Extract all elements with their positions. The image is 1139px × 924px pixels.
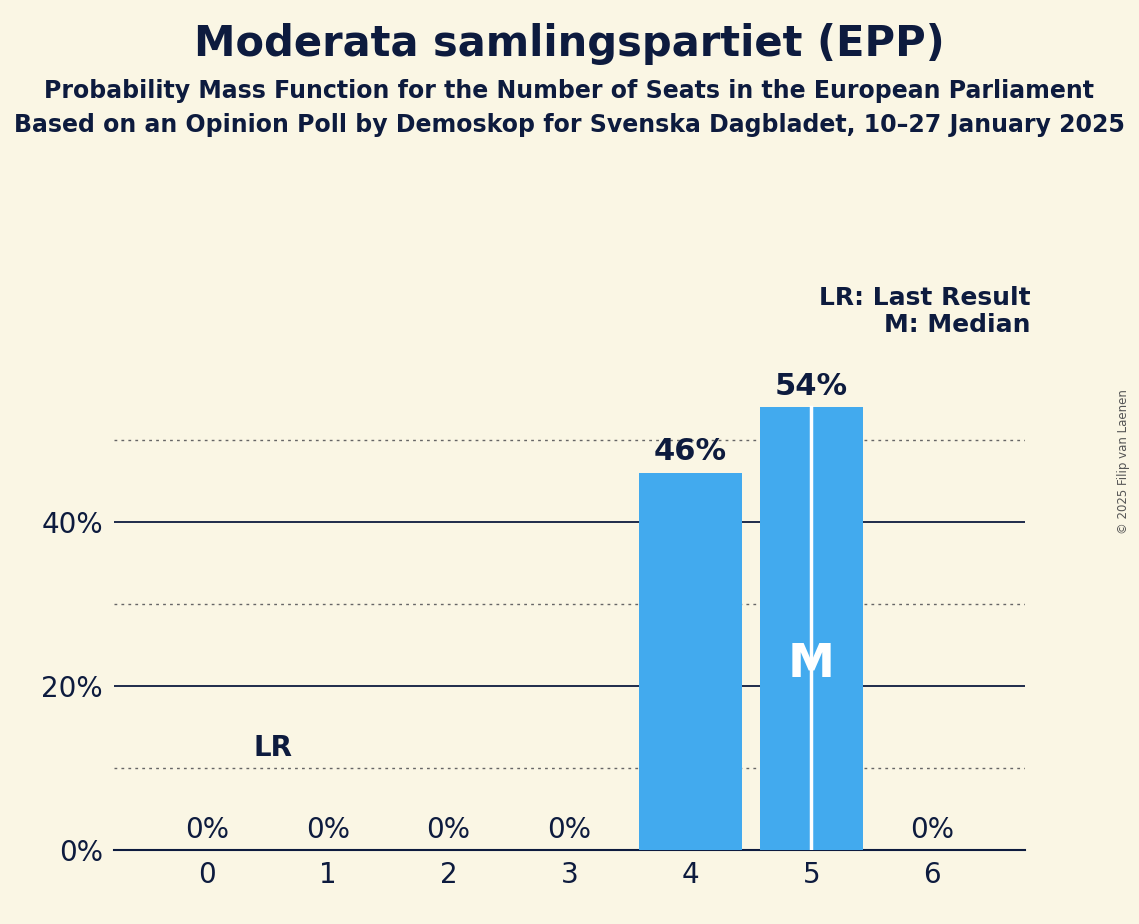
Text: 54%: 54% xyxy=(775,371,847,401)
Text: Moderata samlingspartiet (EPP): Moderata samlingspartiet (EPP) xyxy=(194,23,945,65)
Text: Probability Mass Function for the Number of Seats in the European Parliament: Probability Mass Function for the Number… xyxy=(44,79,1095,103)
Text: LR: Last Result: LR: Last Result xyxy=(819,286,1031,310)
Text: 46%: 46% xyxy=(654,437,727,467)
Text: 0%: 0% xyxy=(910,816,954,844)
Text: 0%: 0% xyxy=(305,816,350,844)
Text: © 2025 Filip van Laenen: © 2025 Filip van Laenen xyxy=(1117,390,1130,534)
Text: Based on an Opinion Poll by Demoskop for Svenska Dagbladet, 10–27 January 2025: Based on an Opinion Poll by Demoskop for… xyxy=(14,113,1125,137)
Text: M: M xyxy=(788,641,835,687)
Text: 0%: 0% xyxy=(548,816,591,844)
Text: M: Median: M: Median xyxy=(884,313,1031,337)
Text: 0%: 0% xyxy=(427,816,470,844)
Text: LR: LR xyxy=(254,734,293,761)
Bar xyxy=(760,407,862,850)
Text: 0%: 0% xyxy=(185,816,229,844)
Bar xyxy=(639,473,741,850)
